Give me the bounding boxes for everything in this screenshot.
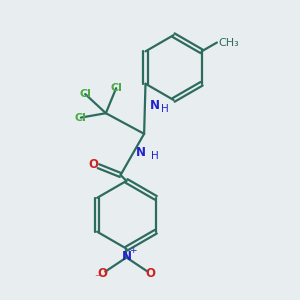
Text: Cl: Cl: [110, 83, 122, 93]
Text: N: N: [150, 99, 160, 112]
Text: H: H: [161, 104, 168, 114]
Text: N: N: [122, 250, 131, 262]
Text: N: N: [136, 146, 146, 159]
Text: O: O: [97, 267, 107, 280]
Text: H: H: [151, 152, 158, 161]
Text: +: +: [129, 247, 137, 256]
Text: ⁻: ⁻: [94, 272, 101, 286]
Text: Cl: Cl: [79, 89, 91, 99]
Text: O: O: [146, 267, 156, 280]
Text: CH₃: CH₃: [218, 38, 239, 47]
Text: Cl: Cl: [75, 112, 87, 123]
Text: O: O: [88, 158, 98, 171]
